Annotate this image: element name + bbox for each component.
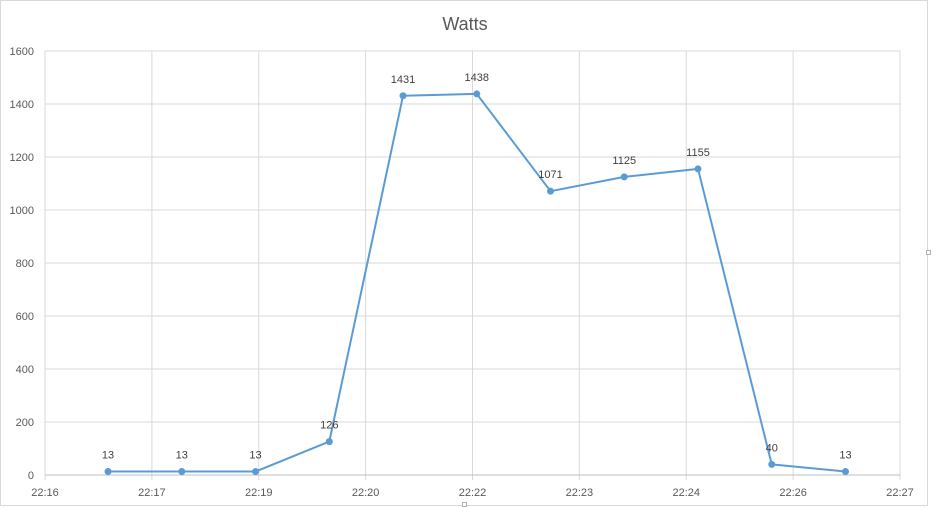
x-tick-label: 22:24 (672, 487, 700, 499)
data-label: 13 (839, 450, 851, 462)
data-label: 1431 (391, 74, 415, 86)
data-label: 13 (102, 450, 114, 462)
x-tick-label: 22:19 (245, 487, 273, 499)
x-tick-label: 22:23 (566, 487, 594, 499)
data-point (841, 468, 849, 476)
y-tick-label: 1200 (10, 152, 34, 164)
data-label: 13 (176, 450, 188, 462)
x-tick-label: 22:27 (886, 487, 914, 499)
resize-handle-bottom[interactable] (462, 502, 467, 507)
x-axis: 22:16 22:17 22:19 22:20 22:22 22:23 22:24 22:26… (31, 474, 914, 499)
y-tick-label: 1400 (10, 99, 34, 111)
y-tick-label: 0 (28, 470, 34, 482)
data-label: 1155 (686, 147, 710, 159)
chart-title: Watts (442, 14, 487, 34)
data-point (252, 468, 260, 476)
y-tick-label: 800 (16, 258, 34, 270)
data-label: 1125 (612, 155, 636, 167)
data-label: 13 (249, 450, 261, 462)
x-tick-label: 22:17 (138, 487, 166, 499)
y-tick-label: 200 (16, 417, 34, 429)
data-point (325, 438, 333, 446)
data-point (399, 92, 407, 100)
x-tick-label: 22:22 (459, 487, 487, 499)
x-tick-label: 22:16 (31, 487, 59, 499)
y-tick-label: 1000 (10, 205, 34, 217)
y-axis: 0 200 400 600 800 1000 1200 1400 1600 (10, 46, 34, 482)
data-point (473, 90, 481, 98)
gridlines (44, 50, 901, 476)
data-point (178, 468, 186, 476)
x-tick-label: 22:20 (352, 487, 380, 499)
data-point (694, 165, 702, 173)
resize-handle-right[interactable] (926, 250, 931, 255)
data-point (547, 187, 555, 195)
data-label: 126 (320, 420, 338, 432)
data-point (104, 468, 112, 476)
x-tick-label: 22:26 (779, 487, 807, 499)
y-tick-label: 1600 (10, 46, 34, 58)
data-point (620, 173, 628, 181)
data-point (768, 460, 776, 468)
y-tick-label: 600 (16, 311, 34, 323)
data-label: 1071 (538, 169, 562, 181)
y-tick-label: 400 (16, 364, 34, 376)
series-line (108, 92, 846, 473)
series-watts: 13 13 13 126 1431 1438 1071 1125 1155 40 13 (102, 72, 852, 476)
data-label: 40 (766, 442, 778, 454)
data-label: 1438 (465, 72, 489, 84)
